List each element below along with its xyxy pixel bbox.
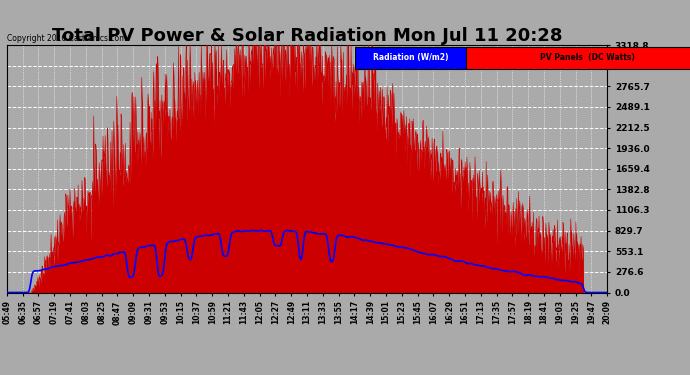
Text: Copyright 2016 Cartronics.com: Copyright 2016 Cartronics.com <box>7 34 126 43</box>
Text: PV Panels  (DC Watts): PV Panels (DC Watts) <box>540 54 635 63</box>
Title: Total PV Power & Solar Radiation Mon Jul 11 20:28: Total PV Power & Solar Radiation Mon Jul… <box>52 27 562 45</box>
FancyBboxPatch shape <box>355 48 466 69</box>
FancyBboxPatch shape <box>466 48 690 69</box>
Text: Radiation (W/m2): Radiation (W/m2) <box>373 54 448 63</box>
